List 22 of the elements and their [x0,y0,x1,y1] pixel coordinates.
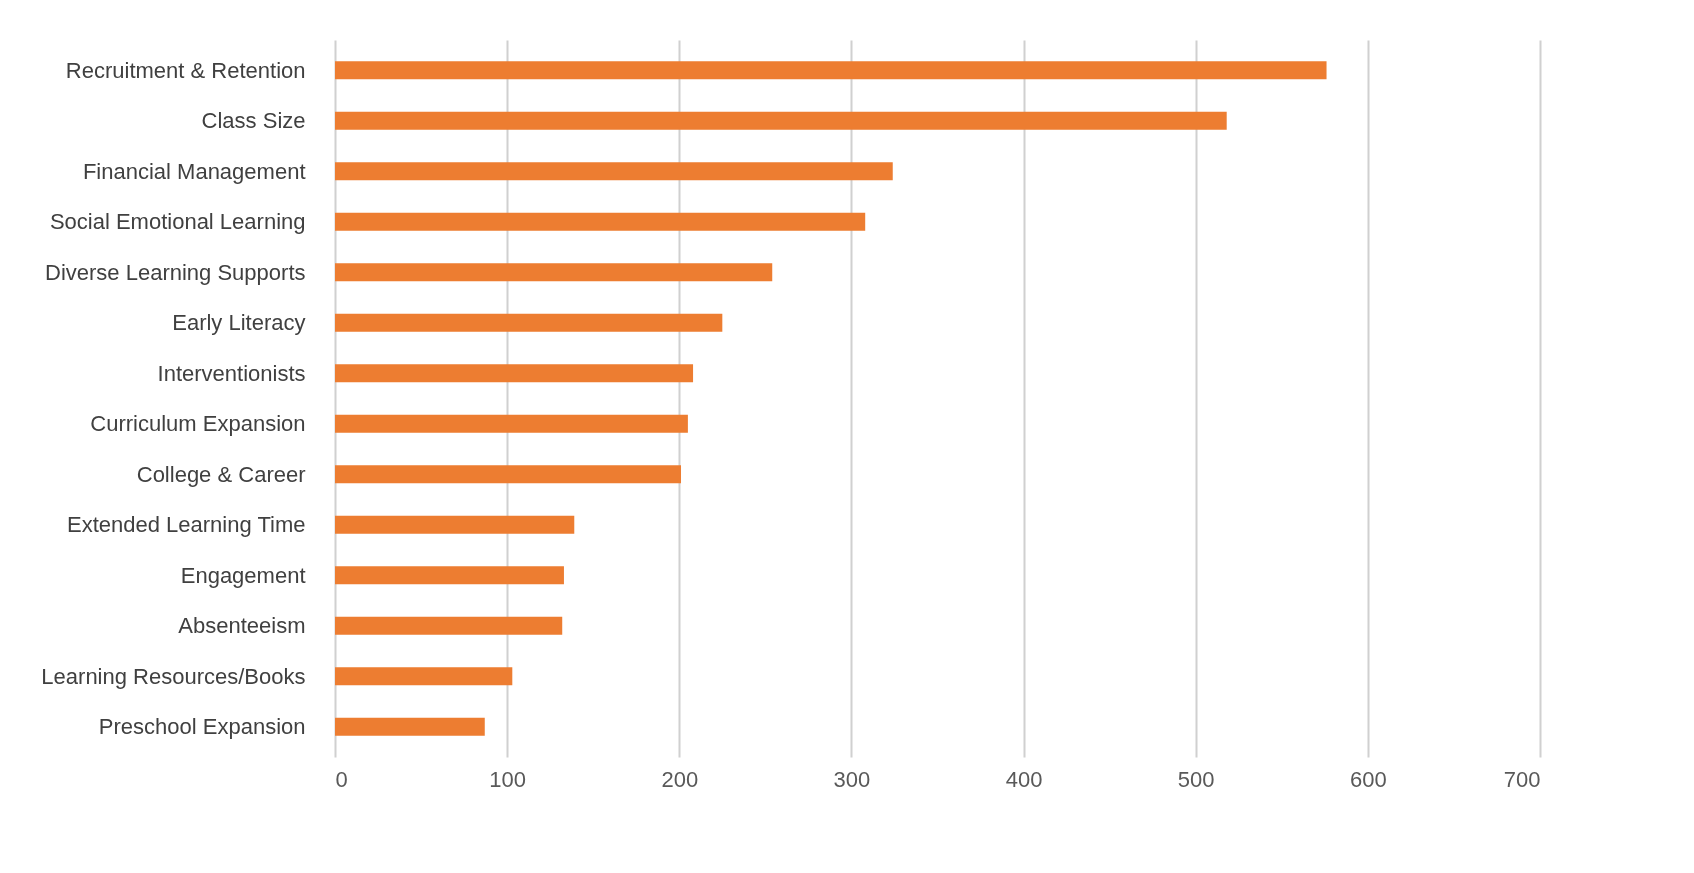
y-tick-label: Absenteeism [178,613,306,639]
y-tick-label: College & Career [136,461,306,487]
y-tick-label: Extended Learning Time [67,512,306,538]
x-tick-label: 300 [833,766,871,792]
y-tick-label: Class Size [201,108,306,134]
y-tick-label: Financial Management [82,158,306,184]
y-tick-label: Engagement [180,562,306,588]
y-tick-label: Early Literacy [172,310,306,336]
x-tick-label: 400 [1005,766,1043,792]
x-tick-label: 700 [1503,766,1541,792]
y-tick-label: Social Emotional Learning [49,209,306,235]
x-tick-label: 0 [335,766,348,792]
x-tick-label: 100 [489,766,526,792]
x-tick-label: 600 [1350,766,1387,792]
y-tick-label: Interventionists [157,360,306,386]
y-tick-label: Preschool Expansion [98,714,306,740]
x-tick-label: 500 [1177,766,1215,792]
y-tick-label: Curriculum Expansion [90,411,306,437]
x-tick-label: 200 [661,766,699,792]
y-tick-label: Recruitment & Retention [65,57,306,83]
y-tick-label: Learning Resources/Books [41,663,306,689]
y-tick-label: Diverse Learning Supports [45,259,306,285]
